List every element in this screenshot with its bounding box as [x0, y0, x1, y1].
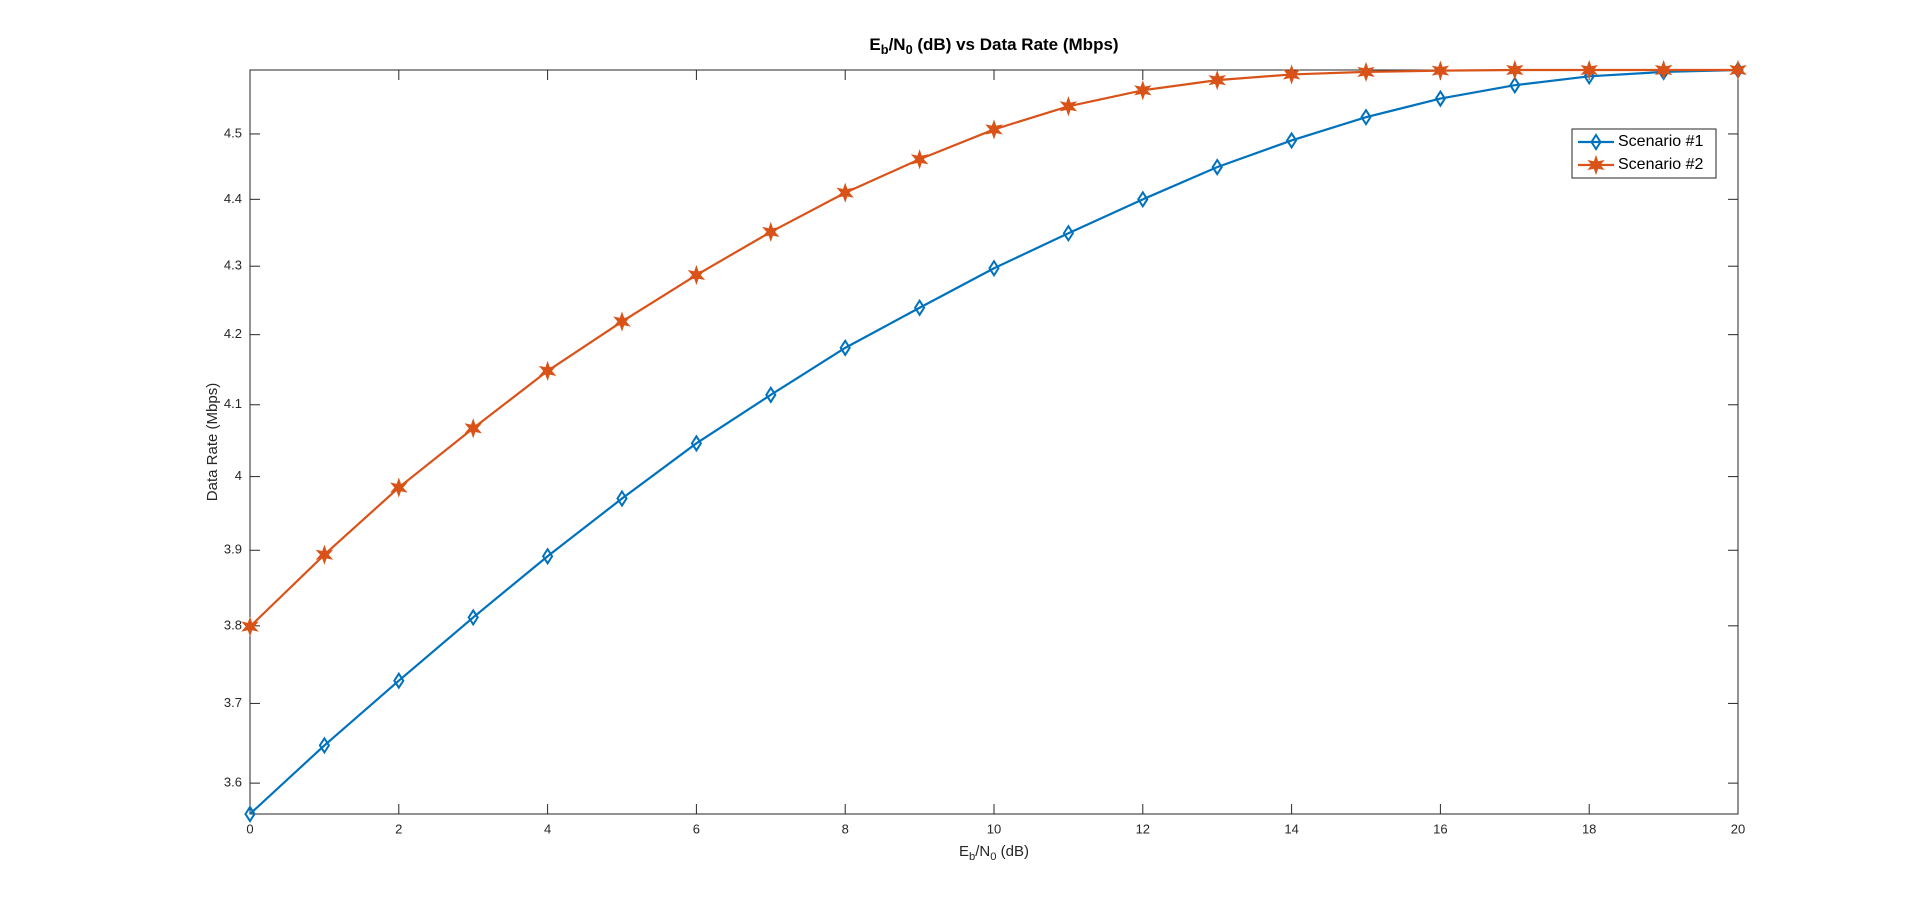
chart-title: Eb/N0 (dB) vs Data Rate (Mbps): [869, 35, 1118, 57]
data-point: [464, 418, 482, 439]
data-point: [913, 298, 926, 317]
data-point: [315, 544, 334, 565]
data-point: [1729, 59, 1747, 81]
text-part: (dB): [997, 843, 1030, 860]
y-tick-label: 4.1: [224, 396, 242, 411]
data-point: [765, 386, 777, 404]
text-part: /N: [975, 843, 990, 860]
x-tick-label: 10: [987, 821, 1001, 836]
y-tick-label: 3.8: [224, 617, 242, 632]
legend-marker: [1590, 133, 1602, 151]
data-point: [762, 221, 780, 242]
y-tick-label: 4: [235, 468, 242, 483]
data-point: [390, 477, 408, 498]
x-tick-label: 6: [693, 821, 700, 836]
data-point: [1282, 64, 1301, 85]
text-part: /N: [889, 35, 906, 54]
x-axis-label: Eb/N0 (dB): [959, 843, 1029, 863]
data-point: [1357, 61, 1375, 82]
y-tick-label: 4.4: [224, 191, 242, 206]
y-tick-label: 3.7: [224, 695, 242, 710]
text-part: (dB) vs Data Rate (Mbps): [913, 35, 1119, 54]
series-line: [249, 68, 1739, 815]
data-point: [1208, 70, 1226, 91]
y-tick-label: 4.5: [224, 125, 242, 140]
y-tick-label: 4.2: [224, 326, 242, 341]
data-point: [1580, 59, 1598, 81]
data-point: [393, 671, 405, 690]
series-line: [249, 68, 1738, 628]
x-tick-label: 8: [842, 821, 849, 836]
legend: Scenario #1 Scenario #2: [1571, 128, 1717, 179]
text-part: E: [869, 35, 880, 54]
legend-label: Scenario #2: [1618, 156, 1703, 173]
data-point: [1583, 67, 1595, 86]
x-tick-label: 16: [1433, 821, 1447, 836]
data-point: [244, 805, 256, 823]
x-tick-label: 20: [1731, 821, 1745, 836]
data-point: [538, 360, 557, 382]
data-point: [1059, 96, 1078, 117]
y-tick-label: 4.3: [224, 258, 242, 273]
text-part: 0: [906, 42, 913, 57]
y-axis-label: Data Rate (Mbps): [204, 383, 221, 501]
data-point: [910, 149, 929, 170]
axes-box: [249, 69, 1739, 815]
data-point: [241, 616, 259, 637]
x-tick-label: 14: [1284, 821, 1298, 836]
data-point: [1137, 190, 1149, 209]
legend-label: Scenario #1: [1618, 133, 1703, 150]
data-point: [1285, 131, 1298, 150]
text-part: b: [969, 851, 975, 863]
data-point: [1134, 80, 1152, 101]
data-point: [616, 489, 628, 508]
x-tick-label: 4: [544, 821, 551, 836]
x-tick-label: 0: [246, 821, 253, 836]
data-point: [1434, 89, 1447, 108]
y-tick-label: 3.6: [224, 775, 242, 790]
data-point: [1360, 108, 1372, 127]
data-point: [1211, 158, 1223, 176]
data-point: [613, 311, 631, 332]
data-point: [318, 736, 331, 755]
data-point: [988, 259, 1000, 278]
data-point: [541, 547, 554, 566]
data-point: [836, 182, 854, 203]
y-tick-label: 3.9: [224, 542, 242, 557]
text-part: b: [881, 42, 889, 57]
data-point: [1506, 59, 1524, 81]
x-tick-label: 12: [1136, 821, 1150, 836]
data-point: [687, 264, 706, 286]
text-part: 0: [990, 851, 996, 863]
data-point: [839, 339, 851, 357]
data-point: [690, 434, 703, 453]
data-point: [1509, 76, 1521, 95]
x-tick-label: 18: [1582, 821, 1596, 836]
data-point: [467, 608, 479, 627]
data-point: [985, 119, 1003, 140]
text-part: E: [959, 843, 969, 860]
data-point: [1062, 224, 1075, 243]
x-tick-label: 2: [395, 821, 402, 836]
data-point: [1431, 60, 1450, 81]
legend-marker: [1587, 154, 1605, 176]
data-point: [1654, 59, 1673, 81]
